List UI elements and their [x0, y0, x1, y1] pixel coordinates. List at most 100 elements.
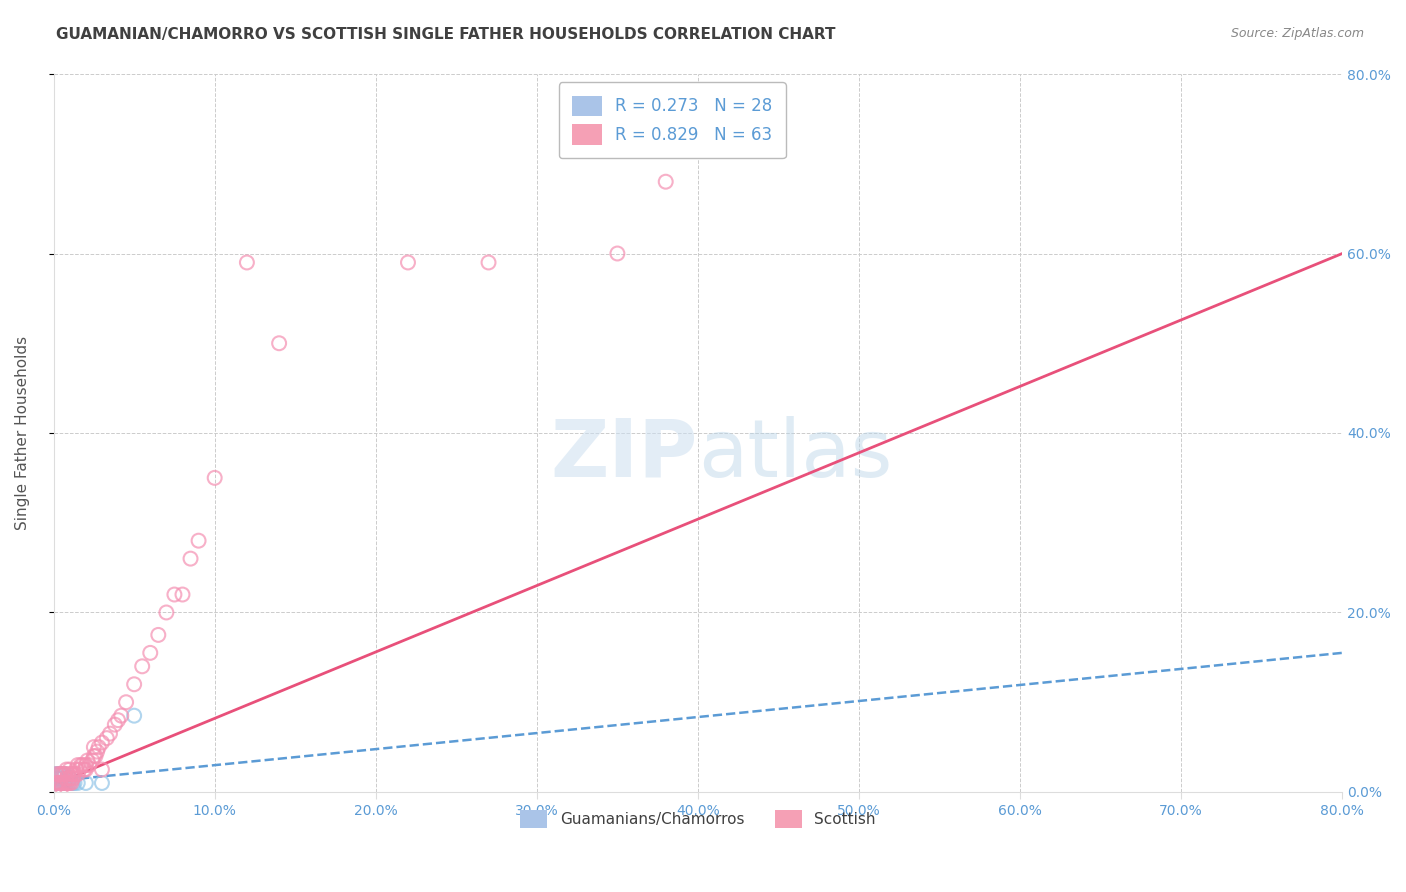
Point [59, 776, 82, 790]
Point [236, 255, 259, 269]
Point [55, 776, 77, 790]
Point [51, 767, 73, 781]
Point [87, 740, 110, 755]
Point [56, 776, 79, 790]
Point [45, 776, 67, 790]
Point [48, 776, 70, 790]
Point [59, 772, 82, 786]
Point [49, 776, 72, 790]
Point [66, 767, 89, 781]
Point [172, 588, 194, 602]
Point [104, 717, 127, 731]
Point [187, 533, 209, 548]
Point [91, 776, 114, 790]
Point [48, 767, 70, 781]
Point [55, 763, 77, 777]
Point [48, 772, 70, 786]
Point [139, 646, 162, 660]
Point [70, 758, 93, 772]
Point [53, 776, 76, 790]
Point [49, 767, 72, 781]
Point [51, 776, 73, 790]
Point [60, 776, 83, 790]
Point [60, 767, 83, 781]
Point [122, 677, 145, 691]
Point [56, 776, 79, 790]
Point [65, 763, 87, 777]
Point [66, 776, 89, 790]
Point [45, 767, 67, 781]
Point [51, 776, 73, 790]
Point [75, 758, 97, 772]
Point [131, 659, 153, 673]
Y-axis label: Single Father Households: Single Father Households [15, 336, 30, 530]
Point [110, 708, 132, 723]
Point [52, 776, 75, 790]
Point [107, 713, 129, 727]
Text: Source: ZipAtlas.com: Source: ZipAtlas.com [1230, 27, 1364, 40]
Point [62, 767, 84, 781]
Point [53, 767, 76, 781]
Point [66, 758, 89, 772]
Point [98, 726, 121, 740]
Point [45, 772, 67, 786]
Point [53, 776, 76, 790]
Point [75, 776, 97, 790]
Point [53, 767, 76, 781]
Point [49, 767, 72, 781]
Point [62, 772, 84, 786]
Point [49, 776, 72, 790]
Point [59, 776, 82, 790]
Point [83, 749, 105, 764]
Point [269, 336, 291, 351]
Point [63, 776, 86, 790]
Point [44, 780, 66, 795]
Point [606, 246, 628, 260]
Point [83, 740, 105, 755]
Legend: Guamanians/Chamorros, Scottish: Guamanians/Chamorros, Scottish [513, 804, 882, 835]
Point [55, 772, 77, 786]
Point [163, 588, 186, 602]
Point [180, 551, 202, 566]
Point [82, 754, 104, 768]
Point [59, 763, 82, 777]
Point [115, 695, 138, 709]
Point [51, 780, 73, 795]
Point [204, 471, 226, 485]
Point [55, 772, 77, 786]
Text: atlas: atlas [697, 416, 893, 493]
Point [75, 763, 97, 777]
Point [56, 767, 79, 781]
Point [52, 767, 75, 781]
Point [67, 763, 90, 777]
Point [155, 606, 177, 620]
Point [91, 763, 114, 777]
Point [77, 758, 100, 772]
Point [73, 763, 96, 777]
Point [44, 776, 66, 790]
Point [76, 754, 98, 768]
Point [122, 708, 145, 723]
Point [396, 255, 419, 269]
Point [45, 776, 67, 790]
Point [477, 255, 499, 269]
Point [86, 745, 108, 759]
Point [44, 767, 66, 781]
Point [60, 776, 83, 790]
Point [52, 776, 75, 790]
Point [91, 736, 114, 750]
Point [96, 731, 118, 745]
Point [148, 628, 170, 642]
Point [55, 776, 77, 790]
Point [84, 749, 107, 764]
Text: GUAMANIAN/CHAMORRO VS SCOTTISH SINGLE FATHER HOUSEHOLDS CORRELATION CHART: GUAMANIAN/CHAMORRO VS SCOTTISH SINGLE FA… [56, 27, 835, 42]
Point [63, 767, 86, 781]
Point [59, 772, 82, 786]
Point [52, 767, 75, 781]
Point [72, 758, 94, 772]
Point [48, 776, 70, 790]
Point [62, 776, 84, 790]
Point [654, 175, 676, 189]
Point [51, 767, 73, 781]
Text: ZIP: ZIP [551, 416, 697, 493]
